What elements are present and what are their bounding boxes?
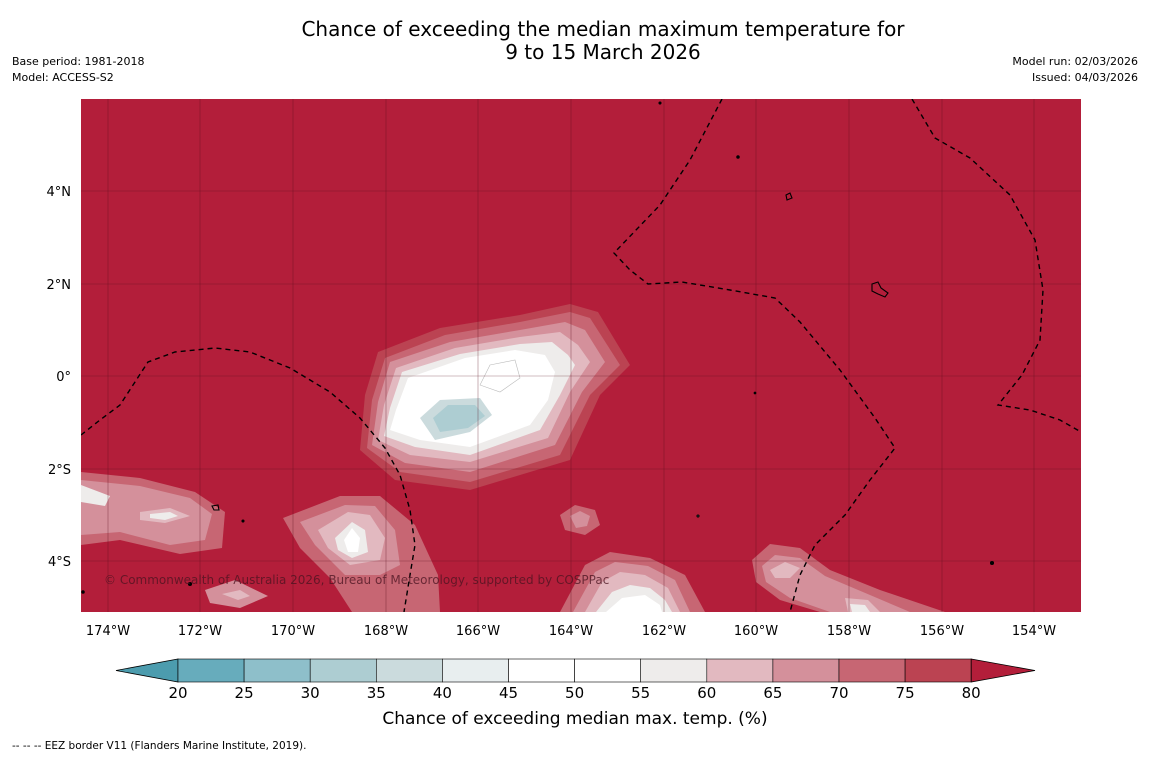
longitude-labels: 174°W 172°W 170°W 168°W 166°W 164°W 162°… (86, 624, 1056, 639)
anomaly-west (81, 472, 268, 608)
title-line-1: Chance of exceeding the median maximum t… (301, 17, 905, 41)
colorbar-tick-label: 50 (565, 684, 585, 702)
model-run-text: Model run: 02/03/2026 (1012, 55, 1138, 68)
anomaly-south-162w (560, 552, 705, 612)
anomaly-south-168w (283, 496, 440, 612)
lon-label: 164°W (549, 624, 593, 639)
colorbar-segment (706, 658, 774, 683)
colorbar-segment (442, 658, 509, 683)
colorbar (115, 658, 1036, 683)
colorbar-tick-label: 75 (895, 684, 915, 702)
colorbar-tick-label: 70 (829, 684, 849, 702)
lon-label: 162°W (642, 624, 686, 639)
colorbar-tick-label: 80 (961, 684, 981, 702)
title-line-2: 9 to 15 March 2026 (505, 40, 701, 64)
anomaly-central (360, 304, 630, 490)
colorbar-tick-label: 30 (300, 684, 320, 702)
lon-label: 160°W (734, 624, 778, 639)
model-info: Base period: 1981-2018 Model: ACCESS-S2 (12, 54, 144, 86)
lon-label: 156°W (920, 624, 964, 639)
colorbar-under-arrow (115, 658, 179, 683)
chart-title: Chance of exceeding the median maximum t… (0, 18, 1150, 64)
copyright-text: © Commonwealth of Australia 2026, Bureau… (104, 573, 609, 587)
eez-footnote: -- -- -- EEZ border V11 (Flanders Marine… (12, 740, 307, 752)
colorbar-tick-label: 55 (631, 684, 651, 702)
colorbar-tick-label: 60 (697, 684, 717, 702)
lat-label: 4°S (48, 555, 71, 570)
lon-label: 170°W (271, 624, 315, 639)
lon-label: 154°W (1012, 624, 1056, 639)
gridlines (81, 99, 1081, 612)
colorbar-segment (838, 658, 906, 683)
colorbar-tick-label: 20 (168, 684, 188, 702)
colorbar-segment (309, 658, 377, 683)
colorbar-tick-label: 45 (498, 684, 519, 702)
colorbar-ticks: 20 25 30 35 40 45 50 55 60 65 70 75 80 (0, 684, 1150, 704)
lat-label: 4°N (47, 185, 72, 200)
colorbar-tick-label: 65 (763, 684, 783, 702)
lat-label: 2°N (47, 278, 72, 293)
lon-label: 174°W (86, 624, 130, 639)
colorbar-label: Chance of exceeding median max. temp. (%… (382, 709, 768, 729)
latitude-labels: 4°N 2°N 0° 2°S 4°S (47, 185, 72, 570)
lat-label: 2°S (48, 463, 71, 478)
colorbar-tick-label: 25 (234, 684, 254, 702)
colorbar-segment (904, 658, 972, 683)
eez-borders (81, 99, 1081, 612)
colorbar-segment (375, 658, 443, 683)
colorbar-segment (508, 658, 575, 683)
model-text: Model: ACCESS-S2 (12, 71, 114, 84)
map-area: © Commonwealth of Australia 2026, Bureau… (81, 99, 1081, 612)
islands (81, 101, 995, 594)
colorbar-segment (574, 658, 641, 683)
colorbar-segment (640, 658, 708, 683)
base-period-text: Base period: 1981-2018 (12, 55, 145, 68)
lon-label: 168°W (364, 624, 408, 639)
colorbar-over-arrow (970, 658, 1036, 683)
lon-label: 158°W (827, 624, 871, 639)
run-info: Model run: 02/03/2026 Issued: 04/03/2026 (1012, 54, 1138, 86)
colorbar-segment (772, 658, 840, 683)
lon-label: 172°W (178, 624, 222, 639)
issued-text: Issued: 04/03/2026 (1031, 71, 1138, 84)
anomaly-small-164w-core (570, 511, 590, 528)
lat-label: 0° (56, 370, 71, 385)
colorbar-tick-label: 40 (432, 684, 452, 702)
colorbar-segment (177, 658, 245, 683)
colorbar-tick-label: 35 (366, 684, 386, 702)
colorbar-segment (243, 658, 311, 683)
lon-label: 166°W (456, 624, 500, 639)
